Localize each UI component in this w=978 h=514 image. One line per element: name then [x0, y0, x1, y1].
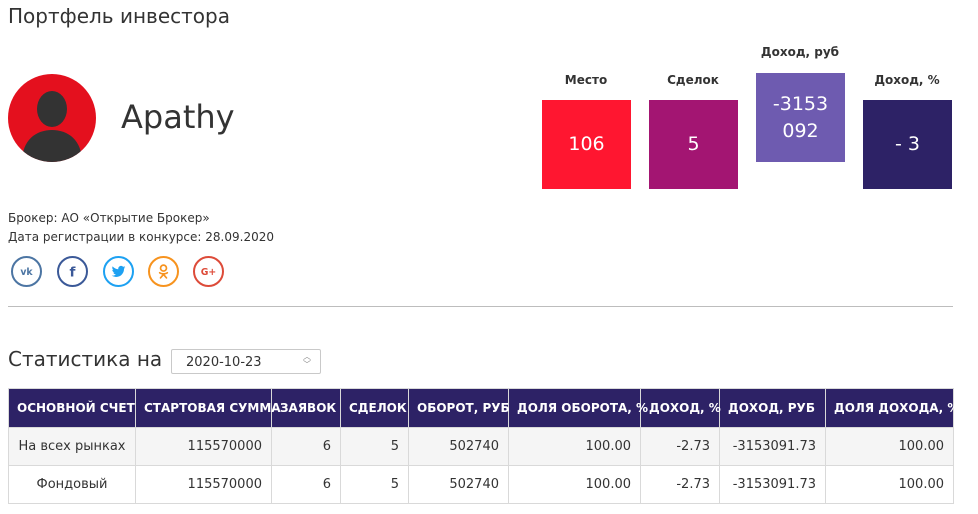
- col-header: ОСНОВНОЙ СЧЕТ: [8, 388, 136, 428]
- table-cell: -2.73: [640, 427, 720, 466]
- stat-value-income-percent: - 3: [863, 100, 952, 189]
- twitter-share-button[interactable]: [103, 256, 134, 287]
- stat-value-deals: 5: [649, 100, 738, 189]
- facebook-icon: f: [70, 265, 77, 280]
- broker-value: АО «Открытие Брокер»: [61, 211, 210, 225]
- table-cell: 6: [271, 465, 341, 504]
- twitter-icon: [111, 265, 126, 277]
- table-row: Фондовый 115570000 6 5 502740 100.00 -2.…: [8, 465, 954, 504]
- col-header: ОБОРОТ, РУБ: [408, 388, 510, 428]
- table-cell: Фондовый: [8, 465, 136, 504]
- table-row: На всех рынках 115570000 6 5 502740 100.…: [8, 427, 954, 466]
- stat-value-rank: 106: [542, 100, 631, 189]
- table-cell: 100.00: [508, 465, 641, 504]
- odnoklassniki-share-button[interactable]: [148, 256, 179, 287]
- table-cell: -3153091.73: [719, 465, 826, 504]
- table-cell: 5: [340, 427, 409, 466]
- col-header: ДОХОД, %: [640, 388, 721, 428]
- table-cell: На всех рынках: [8, 427, 136, 466]
- col-header: ЗАЯВОК: [271, 388, 341, 428]
- svg-text:vk: vk: [20, 267, 33, 278]
- date-select[interactable]: 2020-10-23 ︿ ﹀: [171, 349, 321, 374]
- stat-value-income-rub: -3153 092: [756, 73, 845, 162]
- col-header: ДОХОД, РУБ: [719, 388, 826, 428]
- vk-share-button[interactable]: vk: [11, 256, 42, 287]
- registration-info: Дата регистрации в конкурсе: 28.09.2020: [8, 230, 274, 244]
- table-cell: 115570000: [135, 465, 272, 504]
- table-cell: -2.73: [640, 465, 720, 504]
- date-select-value: 2020-10-23: [186, 355, 262, 370]
- col-header: ДОЛЯ ОБОРОТА, %: [508, 388, 648, 428]
- vk-icon: vk: [20, 267, 33, 278]
- select-arrows-icon: ︿ ﹀: [303, 352, 311, 369]
- stat-label-rank: Место: [564, 73, 608, 87]
- table-cell: 6: [271, 427, 341, 466]
- facebook-share-button[interactable]: f: [57, 256, 88, 287]
- svg-text:G+: G+: [201, 267, 217, 278]
- table-cell: 100.00: [825, 427, 954, 466]
- col-header: СДЕЛОК: [340, 388, 409, 428]
- page-title: Портфель инвестора: [8, 4, 230, 28]
- stat-label-income-rub: Доход, руб: [760, 45, 840, 59]
- table-cell: -3153091.73: [719, 427, 826, 466]
- registration-label: Дата регистрации в конкурсе:: [8, 230, 202, 244]
- table-cell: 100.00: [508, 427, 641, 466]
- table-cell: 100.00: [825, 465, 954, 504]
- username: Apathy: [121, 98, 235, 136]
- table-cell: 115570000: [135, 427, 272, 466]
- table-cell: 5: [340, 465, 409, 504]
- stat-label-deals: Сделок: [667, 73, 719, 87]
- svg-text:f: f: [70, 265, 77, 280]
- statistics-title: Статистика на: [8, 347, 163, 371]
- google-plus-share-button[interactable]: G+: [193, 256, 224, 287]
- section-divider: [8, 306, 953, 307]
- odnoklassniki-icon: [158, 264, 169, 279]
- avatar: [8, 74, 96, 162]
- table-cell: 502740: [408, 465, 509, 504]
- registration-date: 28.09.2020: [205, 230, 274, 244]
- broker-label: Брокер:: [8, 211, 58, 225]
- google-plus-icon: G+: [201, 267, 217, 278]
- user-silhouette-icon: [22, 91, 82, 162]
- table-cell: 502740: [408, 427, 509, 466]
- col-header: СТАРТОВАЯ СУММА: [135, 388, 281, 428]
- statistics-table: ОСНОВНОЙ СЧЕТ СТАРТОВАЯ СУММА ЗАЯВОК СДЕ…: [8, 388, 959, 504]
- broker-info: Брокер: АО «Открытие Брокер»: [8, 211, 210, 225]
- col-header: ДОЛЯ ДОХОДА, %: [825, 388, 959, 428]
- table-header-row: ОСНОВНОЙ СЧЕТ СТАРТОВАЯ СУММА ЗАЯВОК СДЕ…: [8, 388, 959, 428]
- stat-label-income-percent: Доход, %: [874, 73, 940, 87]
